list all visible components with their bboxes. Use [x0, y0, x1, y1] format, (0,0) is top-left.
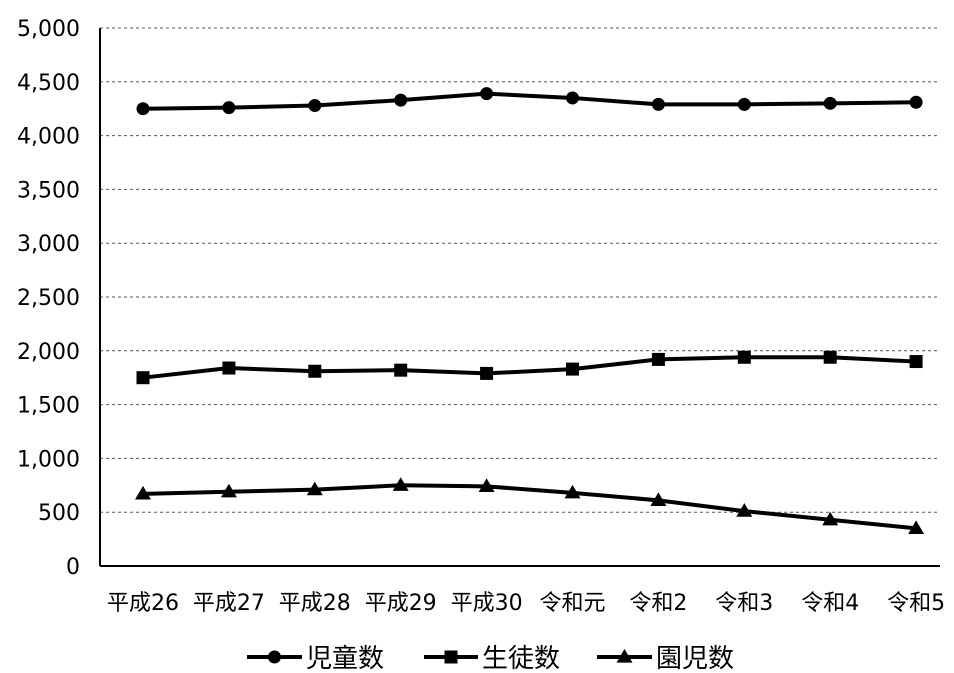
y-tick-label: 5,000: [17, 17, 80, 42]
y-tick-labels: 0 500 1,000 1,500 2,000 2,500 3,000 3,500 4,000 4…: [17, 17, 80, 580]
data-point: [222, 361, 236, 375]
x-tick-label: 平成26: [107, 591, 179, 616]
data-point: [737, 97, 751, 111]
y-tick-label: 0: [66, 555, 80, 580]
legend-marker: [616, 649, 633, 663]
legend-label: 園児数: [656, 644, 734, 673]
x-tick-label: 平成27: [193, 591, 265, 616]
data-point: [480, 87, 494, 101]
series-line: [142, 483, 917, 531]
data-point: [823, 350, 837, 364]
data-point: [394, 363, 408, 377]
data-point: [136, 371, 150, 385]
legend-item: 児童数: [247, 644, 384, 673]
legend-marker: [444, 650, 458, 664]
axis-layer: [99, 28, 940, 567]
data-point: [650, 492, 667, 506]
series-3: [135, 477, 925, 534]
data-point: [480, 366, 494, 380]
y-tick-label: 2,000: [17, 340, 80, 365]
data-point: [566, 91, 579, 105]
data-point: [909, 355, 923, 369]
data-point: [222, 101, 236, 115]
x-tick-label: 令和2: [629, 591, 687, 616]
legend-marker: [268, 650, 281, 664]
data-point: [651, 352, 665, 366]
data-point: [822, 511, 839, 526]
y-tick-label: 1,000: [17, 447, 80, 472]
y-tick-label: 1,500: [17, 394, 80, 419]
y-tick-label: 2,500: [17, 286, 80, 311]
legend-label: 生徒数: [482, 644, 560, 673]
data-point: [308, 98, 322, 112]
legend-label: 児童数: [306, 644, 384, 673]
data-point: [135, 485, 151, 500]
y-tick-label: 3,000: [17, 232, 80, 257]
data-point: [566, 362, 579, 376]
data-point: [136, 102, 150, 116]
data-point: [564, 484, 581, 499]
data-point: [220, 483, 237, 498]
x-tick-label: 平成29: [365, 591, 437, 616]
data-point: [308, 364, 322, 378]
data-point: [478, 478, 495, 492]
y-tick-label: 4,500: [17, 71, 80, 96]
series-2: [136, 350, 923, 385]
grid-layer: [100, 27, 940, 513]
data-point: [394, 93, 408, 107]
x-tick-label: 令和元: [539, 591, 605, 616]
data-point: [737, 350, 751, 364]
series-layer: [135, 87, 925, 534]
x-tick-label: 平成28: [279, 591, 351, 616]
y-tick-label: 4,000: [17, 125, 80, 150]
x-tick-label: 令和4: [801, 591, 859, 616]
series-line: [142, 91, 917, 111]
data-point: [823, 96, 837, 110]
data-point: [651, 97, 665, 111]
data-point: [908, 520, 925, 534]
data-point: [306, 481, 323, 496]
legend-item: 生徒数: [424, 644, 560, 673]
data-point: [909, 95, 923, 109]
x-tick-labels: 平成26 平成27 平成28 平成29 平成30 令和元 令和2 令和3 令和4 令和5: [107, 591, 945, 616]
legend-item: 園児数: [597, 644, 734, 673]
series-1: [136, 87, 923, 116]
x-tick-label: 令和5: [887, 591, 945, 616]
x-tick-label: 平成30: [451, 591, 523, 616]
data-point: [736, 503, 753, 517]
series-line: [142, 355, 917, 380]
x-tick-label: 令和3: [715, 591, 773, 616]
data-point: [392, 477, 409, 491]
y-tick-label: 3,500: [17, 178, 80, 203]
y-tick-label: 500: [38, 501, 80, 526]
legend: 児童数 生徒数 園児数: [247, 644, 734, 673]
